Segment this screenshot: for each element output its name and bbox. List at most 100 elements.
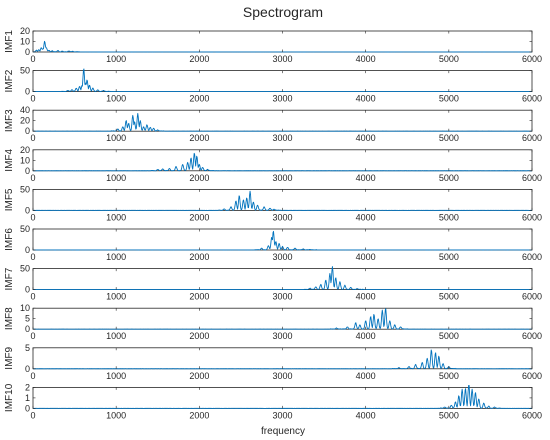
panel-axes-box	[32, 188, 533, 211]
x-tick-label: 4000	[356, 212, 376, 222]
x-tick-label: 5000	[439, 331, 459, 341]
x-tick-label: 2000	[189, 212, 209, 222]
y-tick-label: 10	[20, 303, 30, 313]
y-tick-label: 0	[25, 126, 30, 136]
x-tick-label: 2000	[189, 173, 209, 183]
x-tick-label: 1000	[106, 94, 126, 104]
x-tick-label: 2000	[189, 371, 209, 381]
x-tick-label: 0	[30, 292, 35, 302]
panel-axes-box	[32, 109, 533, 132]
x-tick-label: 0	[30, 410, 35, 420]
x-tick-label: 5000	[439, 410, 459, 420]
x-axis-label: frequency	[261, 426, 305, 437]
x-tick-label: 4000	[356, 292, 376, 302]
x-tick-label: 6000	[522, 410, 542, 420]
y-tick-label: 50	[20, 184, 30, 194]
y-tick-label: 20	[20, 26, 30, 36]
x-tick-label: 0	[30, 54, 35, 64]
x-tick-label: 5000	[439, 252, 459, 262]
y-tick-label: 5	[25, 314, 30, 324]
y-axis-label-imf2: IMF2	[4, 69, 15, 92]
x-tick-label: 1000	[106, 410, 126, 420]
y-axis-label-imf10: IMF10	[4, 383, 15, 412]
y-axis-label-imf5: IMF5	[4, 188, 15, 211]
x-tick-label: 3000	[272, 292, 292, 302]
x-tick-label: 4000	[356, 410, 376, 420]
y-tick-label: 1	[25, 393, 30, 403]
x-tick-label: 6000	[522, 133, 542, 143]
x-tick-label: 4000	[356, 54, 376, 64]
y-axis-label-imf4: IMF4	[4, 148, 15, 171]
x-tick-label: 2000	[189, 410, 209, 420]
x-tick-label: 1000	[106, 54, 126, 64]
panel-imf5: 0 1000 2000 3000 4000 5000 6000 0 50 IMF5	[4, 184, 542, 222]
x-tick-label: 4000	[356, 94, 376, 104]
x-tick-label: 1000	[106, 173, 126, 183]
x-tick-label: 1000	[106, 252, 126, 262]
y-tick-label: 20	[20, 116, 30, 126]
panel-imf6: 0 1000 2000 3000 4000 5000 6000 0 50 IMF6	[4, 224, 542, 262]
x-tick-label: 1000	[106, 292, 126, 302]
x-tick-label: 5000	[439, 371, 459, 381]
y-tick-label: 50	[20, 224, 30, 234]
x-tick-label: 2000	[189, 133, 209, 143]
x-tick-label: 6000	[522, 173, 542, 183]
y-tick-label: 10	[20, 155, 30, 165]
y-tick-label: 20	[20, 145, 30, 155]
y-tick-label: 0	[25, 285, 30, 295]
y-axis-label-imf9: IMF9	[4, 346, 15, 369]
x-tick-label: 5000	[439, 292, 459, 302]
x-tick-label: 6000	[522, 292, 542, 302]
x-tick-label: 6000	[522, 54, 542, 64]
y-tick-label: 0	[25, 403, 30, 413]
x-tick-label: 5000	[439, 54, 459, 64]
x-tick-label: 0	[30, 173, 35, 183]
y-tick-label: 0	[25, 87, 30, 97]
x-tick-label: 3000	[272, 371, 292, 381]
x-tick-label: 6000	[522, 94, 542, 104]
x-tick-label: 4000	[356, 252, 376, 262]
x-tick-label: 0	[30, 94, 35, 104]
x-tick-label: 1000	[106, 212, 126, 222]
x-tick-label: 0	[30, 331, 35, 341]
panel-imf7: 0 1000 2000 3000 4000 5000 6000 0 50 IMF7	[4, 264, 542, 302]
x-tick-label: 0	[30, 252, 35, 262]
x-tick-label: 2000	[189, 252, 209, 262]
y-tick-label: 5	[25, 343, 30, 353]
x-tick-label: 0	[30, 212, 35, 222]
x-tick-label: 3000	[272, 54, 292, 64]
y-axis-label-imf7: IMF7	[4, 267, 15, 290]
x-tick-label: 3000	[272, 212, 292, 222]
x-tick-label: 0	[30, 133, 35, 143]
x-tick-label: 5000	[439, 173, 459, 183]
x-tick-label: 4000	[356, 371, 376, 381]
y-tick-label: 40	[20, 105, 30, 115]
x-tick-label: 2000	[189, 331, 209, 341]
y-tick-label: 0	[25, 364, 30, 374]
x-tick-label: 3000	[272, 94, 292, 104]
x-tick-label: 2000	[189, 292, 209, 302]
y-tick-label: 50	[20, 66, 30, 76]
y-tick-label: 0	[25, 245, 30, 255]
y-tick-label: 10	[20, 37, 30, 47]
x-tick-label: 3000	[272, 173, 292, 183]
x-tick-label: 6000	[522, 212, 542, 222]
panel-axes-box	[32, 307, 533, 330]
y-axis-label-imf8: IMF8	[4, 307, 15, 330]
panel-imf10: 0 1000 2000 3000 4000 5000 6000 012 IMF10	[4, 382, 542, 420]
panel-axes-box	[32, 268, 533, 291]
x-tick-label: 6000	[522, 331, 542, 341]
panel-axes-box	[32, 149, 533, 172]
x-tick-label: 1000	[106, 133, 126, 143]
y-tick-label: 0	[25, 166, 30, 176]
x-tick-label: 6000	[522, 252, 542, 262]
x-tick-label: 4000	[356, 331, 376, 341]
x-tick-label: 2000	[189, 94, 209, 104]
panel-axes-box	[32, 30, 533, 53]
